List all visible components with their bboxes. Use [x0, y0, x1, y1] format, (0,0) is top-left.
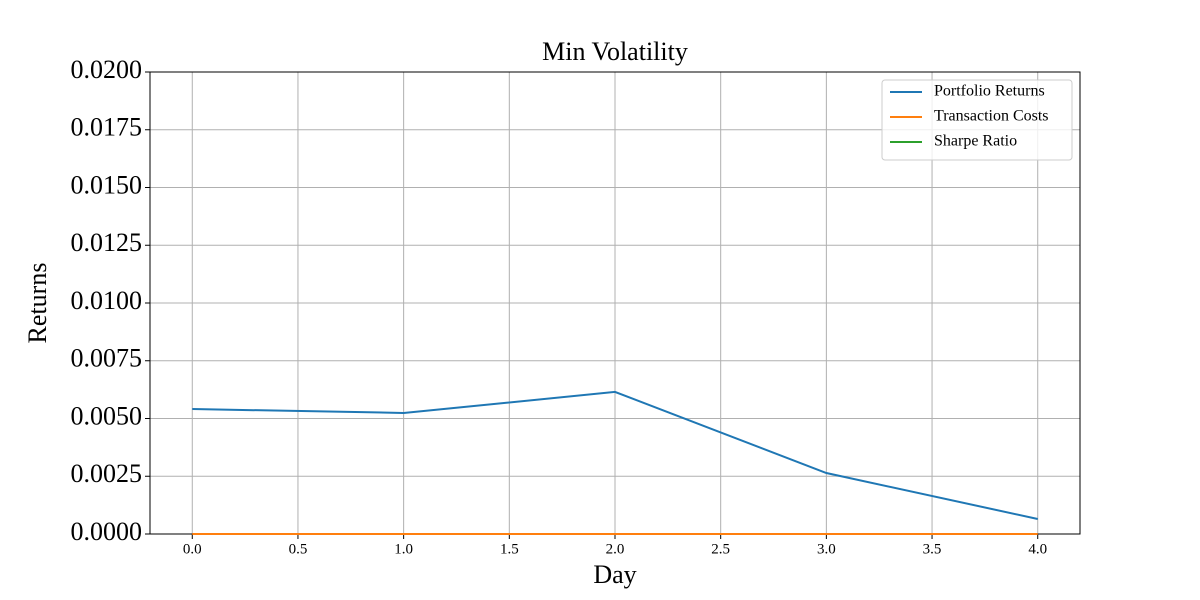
y-tick-label: 0.0200	[71, 55, 143, 84]
y-tick-label: 0.0125	[71, 228, 143, 257]
legend-label: Transaction Costs	[934, 108, 1049, 125]
x-tick-label: 2.0	[606, 541, 625, 557]
legend-label: Sharpe Ratio	[934, 133, 1017, 150]
x-tick-label: 4.0	[1028, 541, 1047, 557]
x-tick-label: 0.5	[289, 541, 308, 557]
x-tick-label: 2.5	[711, 541, 730, 557]
x-tick-label: 3.5	[923, 541, 942, 557]
legend-box	[881, 79, 1073, 161]
y-tick-label: 0.0150	[71, 170, 143, 199]
x-tick-label: 1.0	[394, 541, 413, 557]
y-axis-label: Returns	[23, 263, 52, 344]
y-tick-label: 0.0175	[71, 113, 143, 142]
y-tick-label: 0.0050	[71, 401, 143, 430]
chart-title: Min Volatility	[542, 37, 688, 66]
x-axis-label: Day	[593, 560, 636, 589]
y-tick-label: 0.0000	[71, 517, 143, 546]
x-tick-label: 0.0	[183, 541, 202, 557]
legend-label: Portfolio Returns	[934, 83, 1045, 100]
x-tick-label: 1.5	[500, 541, 519, 557]
x-tick-label: 3.0	[817, 541, 836, 557]
y-tick-label: 0.0075	[71, 344, 143, 373]
y-tick-label: 0.0025	[71, 459, 143, 488]
y-tick-label: 0.0100	[71, 286, 143, 315]
data-line	[192, 390, 1038, 520]
